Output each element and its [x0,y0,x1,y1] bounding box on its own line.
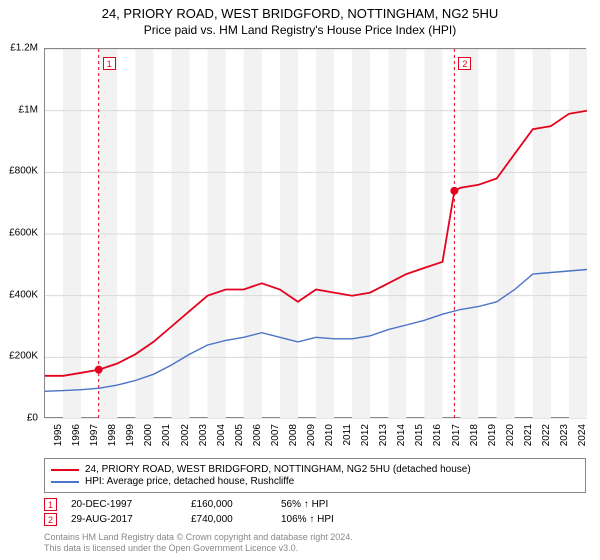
x-tick-label: 2013 [378,424,389,446]
x-tick-label: 2002 [180,424,191,446]
legend-label: HPI: Average price, detached house, Rush… [85,476,294,487]
transaction-pct: 56% ↑ HPI [281,499,391,510]
x-tick-label: 2020 [505,424,516,446]
x-tick-label: 2010 [324,424,335,446]
x-tick-label: 1999 [125,424,136,446]
x-tick-label: 2008 [288,424,299,446]
footer-attribution: Contains HM Land Registry data © Crown c… [44,532,353,554]
legend-swatch [51,481,79,483]
x-axis: 1995 1996 1997 1998 1999 2000 2001 2002 2003 2004… [44,422,586,452]
x-tick-label: 2001 [161,424,172,446]
x-tick-label: 2006 [252,424,263,446]
transaction-pct: 106% ↑ HPI [281,514,391,525]
x-tick-label: 2024 [577,424,588,446]
y-tick-label: £1.2M [10,43,38,54]
transaction-row: 2 29-AUG-2017 £740,000 106% ↑ HPI [44,513,586,526]
x-tick-label: 2004 [216,424,227,446]
legend-row: HPI: Average price, detached house, Rush… [51,476,579,487]
title-sub: Price paid vs. HM Land Registry's House … [0,23,600,37]
x-tick-label: 2000 [143,424,154,446]
x-tick-label: 2023 [559,424,570,446]
legend-row: 24, PRIORY ROAD, WEST BRIDGFORD, NOTTING… [51,464,579,475]
x-tick-label: 2016 [432,424,443,446]
x-tick-label: 1998 [107,424,118,446]
x-tick-label: 2014 [396,424,407,446]
transaction-price: £740,000 [191,514,281,525]
x-tick-label: 2012 [360,424,371,446]
transaction-date: 29-AUG-2017 [71,514,191,525]
y-tick-label: £400K [9,289,38,300]
footer-line: Contains HM Land Registry data © Crown c… [44,532,353,543]
chart-plot-area: 12 [44,48,586,418]
transaction-badge: 2 [44,513,57,526]
title-block: 24, PRIORY ROAD, WEST BRIDGFORD, NOTTING… [0,0,600,37]
x-tick-label: 1996 [71,424,82,446]
transaction-date: 20-DEC-1997 [71,499,191,510]
transaction-price: £160,000 [191,499,281,510]
y-tick-label: £800K [9,166,38,177]
legend-box: 24, PRIORY ROAD, WEST BRIDGFORD, NOTTING… [44,458,586,493]
x-tick-label: 2018 [469,424,480,446]
y-tick-label: £1M [19,104,38,115]
y-tick-label: £0 [27,413,38,424]
x-tick-label: 2005 [234,424,245,446]
x-tick-label: 2003 [198,424,209,446]
chart-marker-badge: 1 [103,57,116,70]
x-tick-label: 2015 [414,424,425,446]
chart-svg [45,49,587,419]
chart-container: 24, PRIORY ROAD, WEST BRIDGFORD, NOTTING… [0,0,600,560]
x-tick-label: 2011 [342,424,353,446]
x-tick-label: 2021 [523,424,534,446]
title-main: 24, PRIORY ROAD, WEST BRIDGFORD, NOTTING… [0,6,600,21]
x-tick-label: 2019 [487,424,498,446]
y-axis: £0£200K£400K£600K£800K£1M£1.2M [0,48,42,418]
x-tick-label: 2017 [451,424,462,446]
x-tick-label: 2022 [541,424,552,446]
transactions-table: 1 20-DEC-1997 £160,000 56% ↑ HPI 2 29-AU… [44,496,586,528]
footer-line: This data is licensed under the Open Gov… [44,543,353,554]
x-tick-label: 2007 [270,424,281,446]
y-tick-label: £200K [9,351,38,362]
x-tick-label: 1997 [89,424,100,446]
chart-marker-badge: 2 [458,57,471,70]
x-tick-label: 2009 [306,424,317,446]
legend-swatch [51,469,79,471]
x-tick-label: 1995 [53,424,64,446]
transaction-row: 1 20-DEC-1997 £160,000 56% ↑ HPI [44,498,586,511]
legend-label: 24, PRIORY ROAD, WEST BRIDGFORD, NOTTING… [85,464,471,475]
transaction-badge: 1 [44,498,57,511]
y-tick-label: £600K [9,228,38,239]
